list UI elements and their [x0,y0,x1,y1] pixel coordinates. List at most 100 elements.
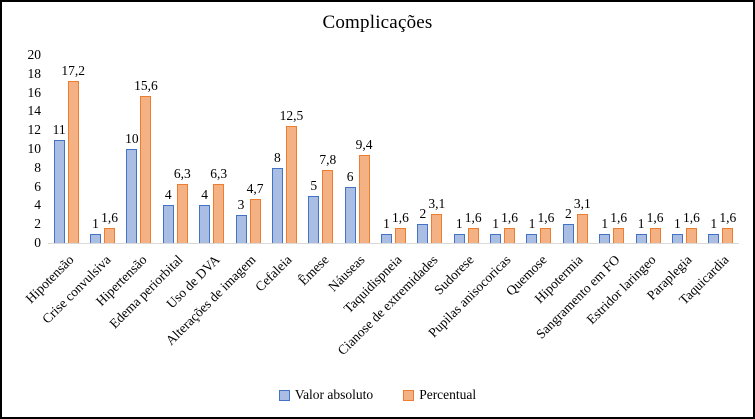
data-label-percentual: 1,6 [682,209,700,225]
data-label-valor-absoluto: 1 [528,215,536,231]
data-label-valor-absoluto: 1 [710,215,718,231]
legend-item-percentual: Percentual [403,387,476,403]
bar-group: 1 1,6 [703,2,739,243]
y-axis-tick-label: 20 [27,47,42,62]
bar-group: 1 1,6 [594,2,630,243]
bar-percentual [285,125,297,243]
y-axis-tick-label: 14 [27,103,42,119]
legend-swatch-valor-absoluto [278,389,290,401]
data-label-valor-absoluto: 1 [383,215,390,231]
data-label-percentual: 1,6 [610,209,628,225]
data-label-percentual: 6,3 [210,165,228,181]
data-label-valor-absoluto: 1 [492,215,499,231]
bar-group: 10 15,6 [121,2,158,243]
data-label-percentual: 3,1 [573,195,591,211]
bar-valor-absoluto [162,205,174,243]
data-label-valor-absoluto: 4 [164,187,172,203]
bar-percentual [467,227,479,243]
data-label-valor-absoluto: 11 [52,121,66,137]
legend-label-valor-absoluto: Valor absoluto [294,387,374,402]
data-label-percentual: 1,6 [464,209,482,225]
bar-valor-absoluto [199,205,211,243]
data-label-valor-absoluto: 8 [274,149,281,165]
bar-valor-absoluto [126,149,138,243]
bar-percentual [504,227,516,243]
bar-group: 1 1,6 [630,2,666,243]
bar-valor-absoluto [526,233,538,243]
bar-percentual [104,227,116,243]
y-axis-tick-label: 0 [34,235,41,250]
y-axis-tick-label: 8 [34,159,41,175]
y-axis-tick-label: 16 [27,84,42,100]
y-axis-tick-label: 4 [34,197,41,213]
data-label-percentual: 1,6 [501,209,519,225]
bar-percentual [685,227,697,243]
bar-valor-absoluto [562,224,574,243]
bar-valor-absoluto [453,233,465,243]
data-label-valor-absoluto: 1 [455,215,463,231]
data-label-valor-absoluto: 2 [564,206,572,222]
bar-group: 6 9,4 [339,2,375,243]
bar-valor-absoluto [271,167,283,243]
bar-valor-absoluto [344,186,356,243]
bar-group: 11 17,2 [48,2,85,243]
data-label-valor-absoluto: 2 [419,206,427,222]
bar-valor-absoluto [708,233,720,243]
data-label-valor-absoluto: 5 [310,178,318,193]
bar-valor-absoluto [90,233,102,243]
legend-item-valor-absoluto: Valor absoluto [278,387,374,403]
bar-percentual [322,169,334,243]
bar-group: 1 1,6 [84,2,120,243]
bar-group: 1 1,6 [484,2,520,243]
y-axis-tick-label: 18 [27,65,42,81]
bar-group: 3 4,7 [230,2,266,243]
y-axis-tick-label: 2 [34,216,41,232]
bar-valor-absoluto [53,139,65,243]
bar-group: 2 3,1 [412,2,448,243]
legend-swatch-percentual [403,389,415,401]
bar-group: 4 6,3 [157,2,193,243]
bar-group: 8 12,5 [266,2,303,243]
bar-percentual [722,227,734,243]
data-label-percentual: 1,6 [392,209,409,225]
y-axis-tick-label: 12 [27,122,42,138]
data-label-valor-absoluto: 1 [92,215,99,231]
bar-valor-absoluto [671,233,683,243]
data-label-valor-absoluto: 1 [674,215,681,231]
legend-label-percentual: Percentual [419,387,477,402]
data-label-percentual: 1,6 [537,209,555,225]
data-label-percentual: 7,8 [319,151,337,167]
bar-percentual [649,227,661,243]
bar-group: 5 7,8 [303,2,339,243]
bar-percentual [431,213,443,243]
data-label-valor-absoluto: 1 [637,215,645,231]
x-axis-line [48,243,739,244]
bar-group: 2 3,1 [557,2,593,243]
y-axis-tick-label: 6 [34,178,41,194]
bar-valor-absoluto [490,233,502,243]
data-label-percentual: 1,6 [646,209,664,225]
data-label-percentual: 6,3 [173,165,191,181]
bar-group: 1 1,6 [521,2,557,243]
bar-percentual [140,96,152,243]
bar-valor-absoluto [308,196,320,243]
bar-percentual [67,81,79,243]
bar-group: 4 6,3 [193,2,229,243]
bar-percentual [213,183,225,243]
data-label-percentual: 4,7 [246,180,264,196]
data-label-valor-absoluto: 10 [125,131,139,146]
bar-percentual [576,213,588,243]
data-label-percentual: 1,6 [101,209,118,225]
y-axis-tick-label: 10 [27,141,42,156]
bar-group: 1 1,6 [666,2,702,243]
bar-percentual [176,183,188,243]
bar-percentual [613,227,625,243]
bar-valor-absoluto [599,233,611,243]
bar-valor-absoluto [380,233,392,243]
bar-group: 1 1,6 [375,2,411,243]
bar-valor-absoluto [635,233,647,243]
data-label-percentual: 17,2 [61,63,85,79]
chart-title: Complicações [322,12,433,33]
data-label-percentual: 15,6 [134,78,158,94]
